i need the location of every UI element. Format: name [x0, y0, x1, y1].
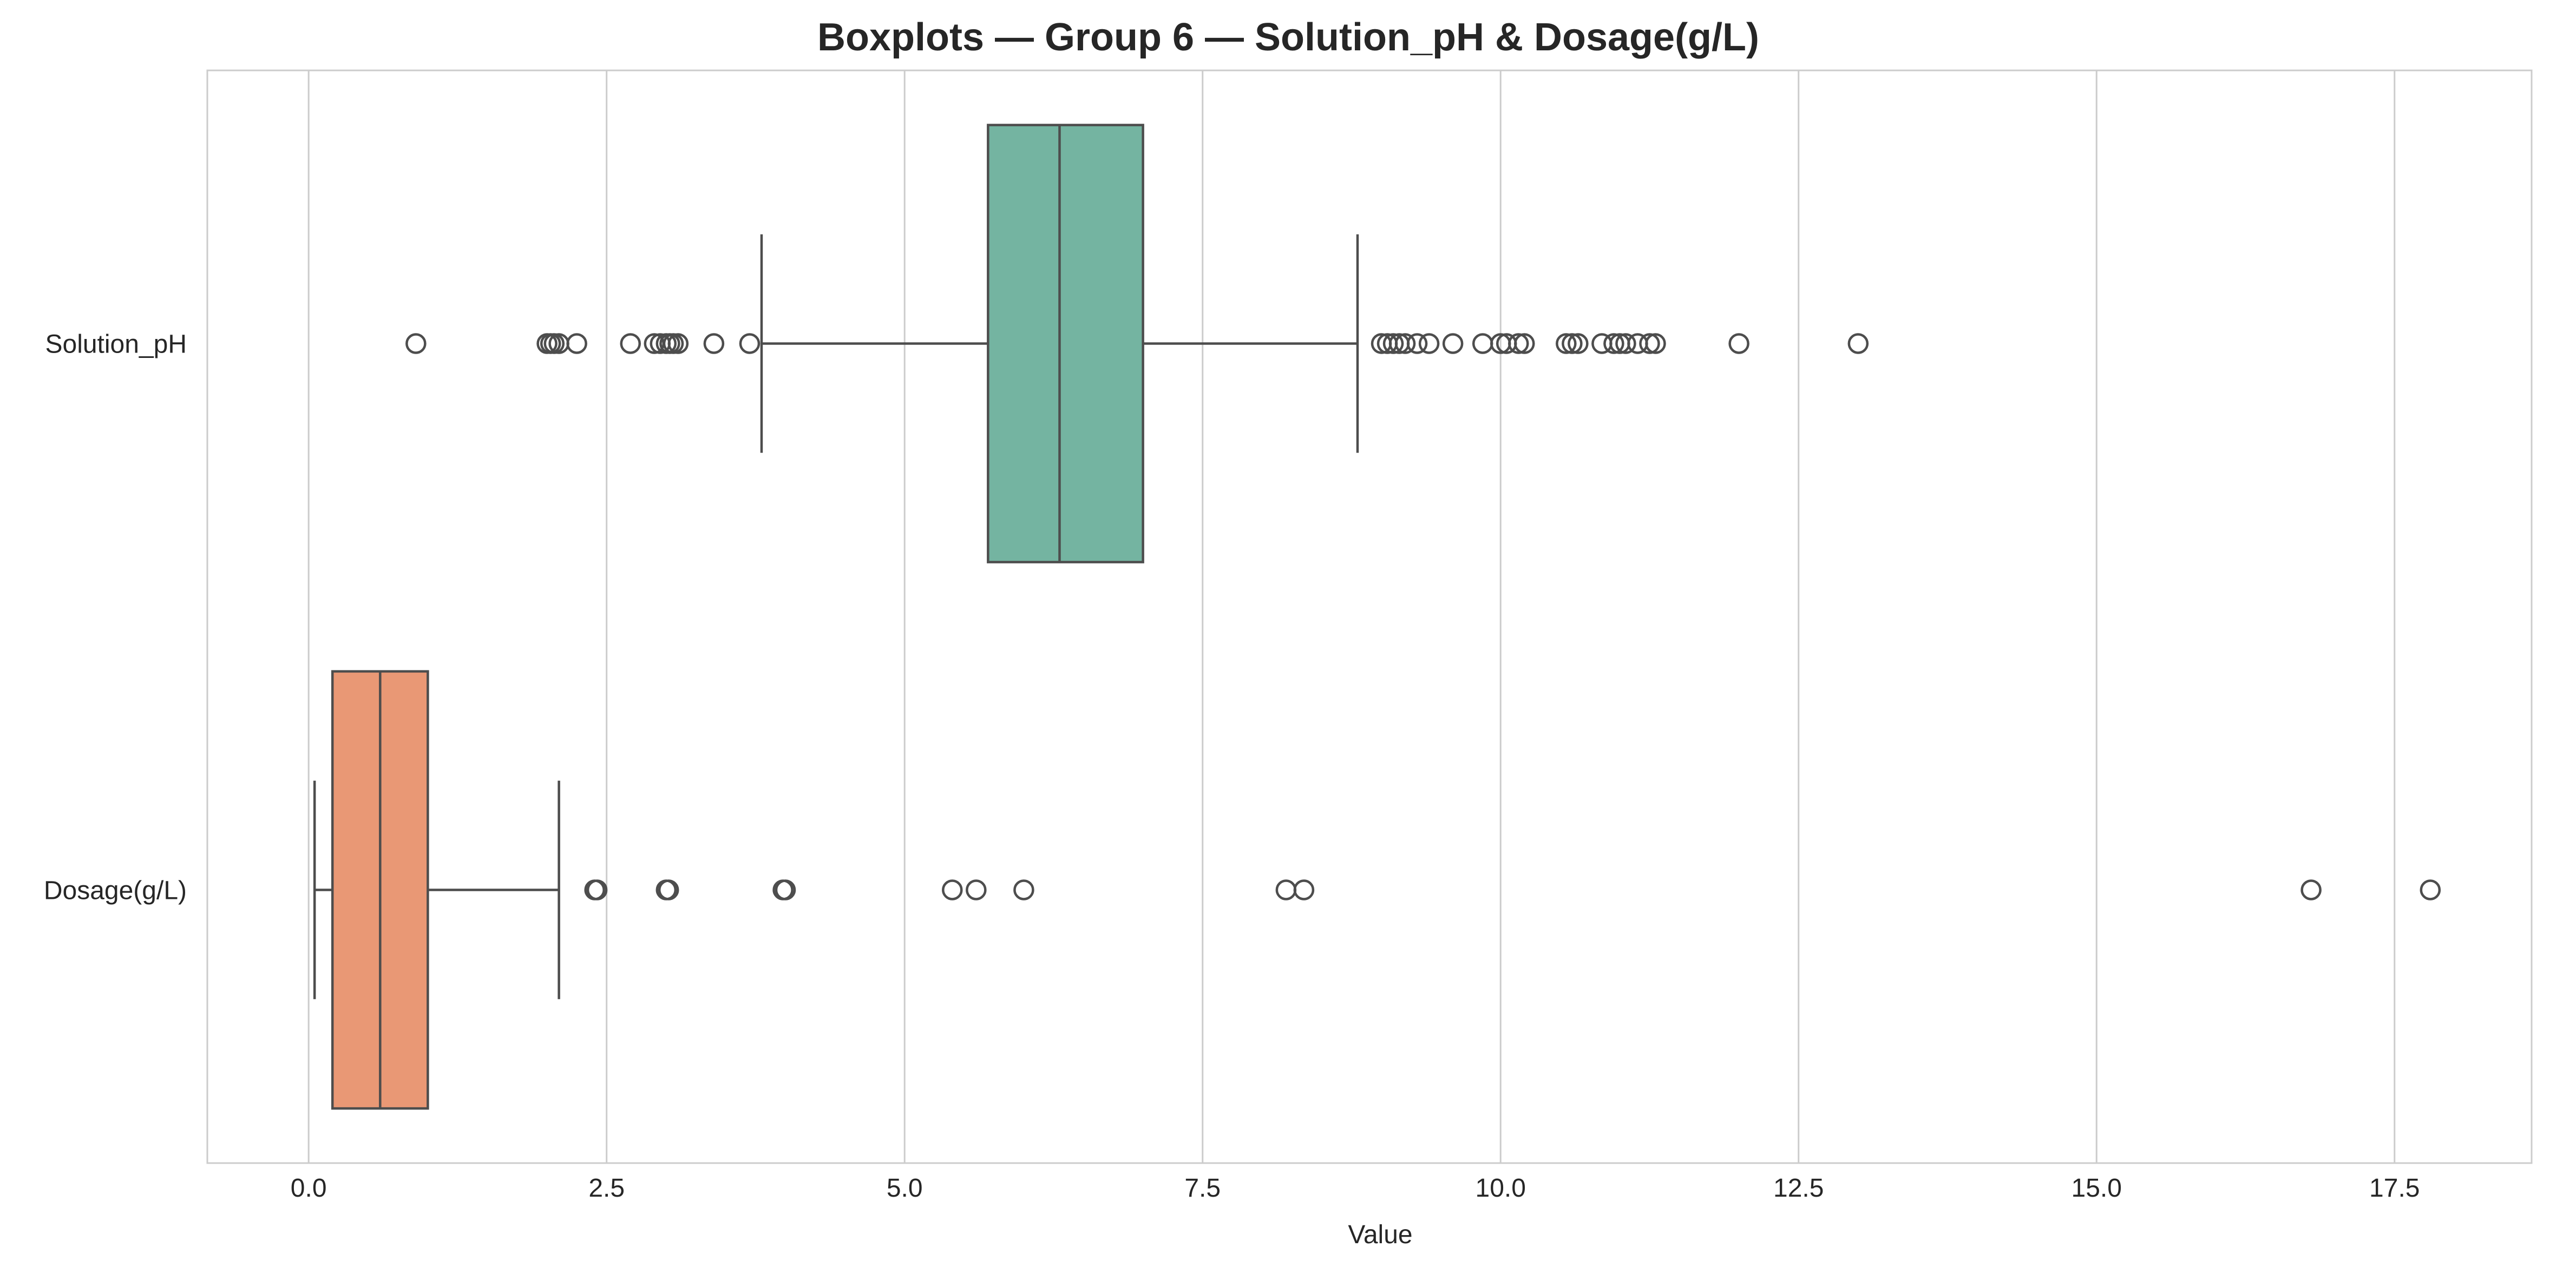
outlier-point — [1442, 333, 1464, 354]
outlier-point — [1615, 333, 1636, 354]
outlier-point — [1562, 333, 1583, 354]
outlier-point — [1556, 333, 1577, 354]
x-tick-label: 0.0 — [291, 1174, 327, 1203]
outlier-point — [1568, 333, 1589, 354]
outlier-point — [1639, 333, 1660, 354]
plot-background — [207, 70, 2532, 1163]
outlier-point — [1418, 333, 1440, 354]
x-gridlines — [307, 70, 2396, 1163]
outlier-point — [703, 333, 725, 354]
outlier-point — [1728, 333, 1749, 354]
outlier-point — [966, 879, 987, 900]
x-tick-label: 10.0 — [1476, 1174, 1526, 1203]
x-axis-label: Value — [1348, 1220, 1412, 1249]
x-tick-label: 15.0 — [2072, 1174, 2122, 1203]
outlier-point — [620, 333, 641, 354]
x-tick-label: 2.5 — [588, 1174, 625, 1203]
outlier-point — [2300, 879, 2322, 900]
x-tick-label: 12.5 — [1773, 1174, 1824, 1203]
outlier-point — [586, 879, 608, 900]
outlier-point — [1508, 333, 1529, 354]
outlier-point — [405, 333, 427, 354]
boxplot-solution-ph — [405, 123, 1869, 564]
y-tick-labels: Solution_pH Dosage(g/L) — [44, 330, 187, 905]
chart-title: Boxplots — Group 6 — Solution_pH & Dosag… — [817, 16, 1759, 59]
outlier-point — [942, 879, 963, 900]
iqr-box — [987, 123, 1144, 564]
boxplot-dosage-g-l — [313, 670, 2441, 1110]
x-tick-label: 7.5 — [1184, 1174, 1221, 1203]
outlier-point — [739, 333, 761, 354]
outlier-point — [1406, 333, 1428, 354]
outlier-point — [1382, 333, 1404, 354]
outlier-point — [1293, 879, 1315, 900]
x-tick-label: 17.5 — [2369, 1174, 2420, 1203]
x-tick-label: 5.0 — [887, 1174, 923, 1203]
outlier-point — [658, 879, 679, 900]
outlier-point — [2420, 879, 2441, 900]
y-tick-label: Solution_pH — [45, 330, 187, 359]
outlier-point — [1603, 333, 1624, 354]
outlier-point — [775, 879, 796, 900]
outlier-point — [1847, 333, 1869, 354]
outlier-point — [1514, 333, 1535, 354]
plot-frame — [206, 69, 2533, 1164]
x-tick-labels: 0.0 2.5 5.0 7.5 10.0 12.5 15.0 17.5 — [291, 1174, 2420, 1203]
y-tick-label: Dosage(g/L) — [44, 877, 187, 905]
box-layer — [313, 123, 2441, 1110]
outlier-point — [566, 333, 587, 354]
outlier-point — [667, 333, 689, 354]
outlier-point — [1645, 333, 1666, 354]
outlier-point — [1394, 333, 1416, 354]
outlier-point — [1013, 879, 1034, 900]
